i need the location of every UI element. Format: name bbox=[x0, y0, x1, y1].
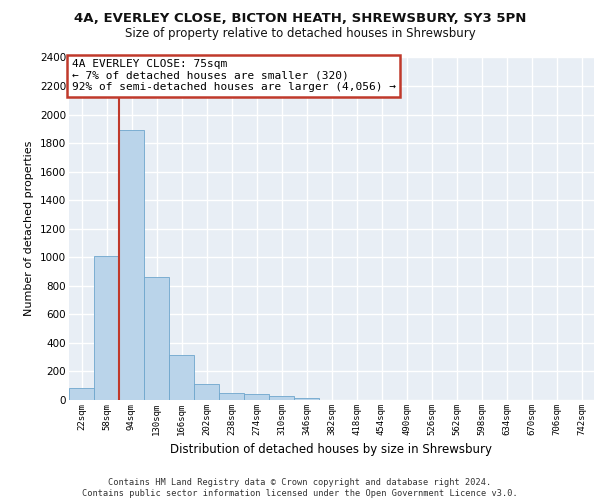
Bar bbox=[244, 394, 269, 400]
Bar bbox=[169, 355, 194, 400]
Bar bbox=[269, 396, 294, 400]
Bar bbox=[294, 398, 319, 400]
Bar bbox=[219, 393, 244, 400]
Text: Size of property relative to detached houses in Shrewsbury: Size of property relative to detached ho… bbox=[125, 28, 475, 40]
Text: 4A, EVERLEY CLOSE, BICTON HEATH, SHREWSBURY, SY3 5PN: 4A, EVERLEY CLOSE, BICTON HEATH, SHREWSB… bbox=[74, 12, 526, 26]
X-axis label: Distribution of detached houses by size in Shrewsbury: Distribution of detached houses by size … bbox=[170, 444, 493, 456]
Bar bbox=[144, 278, 169, 400]
Bar bbox=[194, 384, 219, 400]
Bar bbox=[69, 388, 94, 400]
Y-axis label: Number of detached properties: Number of detached properties bbox=[25, 141, 34, 316]
Bar bbox=[94, 256, 119, 400]
Bar bbox=[119, 130, 144, 400]
Text: Contains HM Land Registry data © Crown copyright and database right 2024.
Contai: Contains HM Land Registry data © Crown c… bbox=[82, 478, 518, 498]
Text: 4A EVERLEY CLOSE: 75sqm
← 7% of detached houses are smaller (320)
92% of semi-de: 4A EVERLEY CLOSE: 75sqm ← 7% of detached… bbox=[71, 59, 395, 92]
